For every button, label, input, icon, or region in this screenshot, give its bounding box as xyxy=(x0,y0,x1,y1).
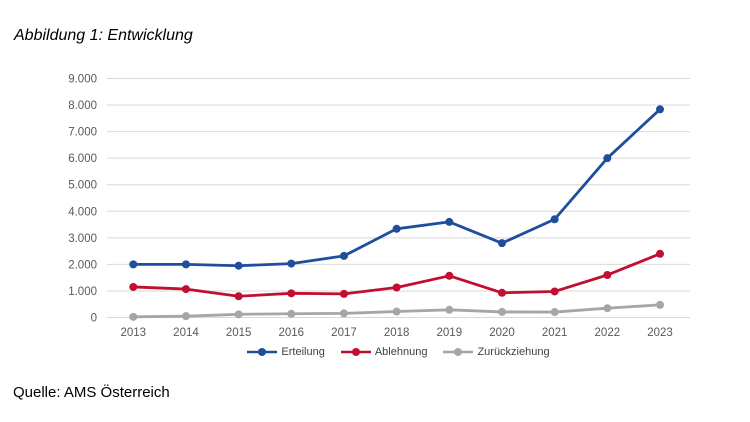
data-point xyxy=(339,251,348,260)
y-tick-label: 6.000 xyxy=(68,153,97,165)
y-tick-label: 5.000 xyxy=(68,180,97,192)
series-erteilung xyxy=(129,105,664,270)
data-point xyxy=(497,307,506,316)
x-tick-label: 2013 xyxy=(121,327,147,339)
series-zurückziehung xyxy=(129,300,664,321)
series-ablehnung xyxy=(129,249,664,301)
x-tick-label: 2017 xyxy=(331,327,357,339)
y-axis-labels: 0 1.000 2.000 3.000 4.000 5.000 6.000 7.000 8.00… xyxy=(68,74,97,325)
legend-marker-icon xyxy=(443,348,474,356)
x-tick-label: 2018 xyxy=(384,327,410,339)
data-point xyxy=(392,307,401,316)
data-point xyxy=(287,289,296,298)
legend-marker-icon xyxy=(247,348,278,356)
data-point xyxy=(339,289,348,298)
data-point xyxy=(129,282,138,291)
data-point xyxy=(181,312,190,321)
x-tick-label: 2015 xyxy=(226,327,252,339)
data-point xyxy=(497,288,506,297)
data-point xyxy=(497,239,506,248)
y-tick-label: 9.000 xyxy=(68,74,97,86)
x-tick-label: 2014 xyxy=(173,327,199,339)
data-point xyxy=(234,292,243,301)
figure-title: Abbildung 1: Entwicklung xyxy=(14,27,193,44)
data-point xyxy=(445,217,454,226)
data-point xyxy=(129,312,138,321)
x-tick-label: 2019 xyxy=(437,327,463,339)
data-point xyxy=(445,271,454,280)
legend-label: Ablehnung xyxy=(374,346,428,358)
data-point xyxy=(392,224,401,233)
x-tick-label: 2022 xyxy=(595,327,621,339)
data-point xyxy=(656,300,664,309)
x-tick-label: 2021 xyxy=(542,327,568,339)
y-tick-label: 2.000 xyxy=(68,259,97,271)
legend-item-zurückziehung: Zurückziehung xyxy=(443,346,550,358)
chart-legend: Erteilung Ablehnung Zurückziehung xyxy=(107,346,690,358)
x-axis-labels: 2013 2014 2015 2016 2017 2018 2019 2020 2021 2022… xyxy=(121,327,673,339)
legend-item-ablehnung: Ablehnung xyxy=(340,346,428,358)
y-tick-label: 7.000 xyxy=(68,127,97,139)
data-point xyxy=(603,271,612,280)
data-point xyxy=(234,310,243,319)
y-tick-label: 0 xyxy=(91,313,97,325)
data-point xyxy=(550,287,559,296)
series-line xyxy=(131,107,662,268)
data-point xyxy=(656,105,664,114)
data-point xyxy=(603,154,612,163)
gridlines xyxy=(107,78,690,318)
y-tick-label: 4.000 xyxy=(68,206,97,218)
data-point xyxy=(550,308,559,317)
source-note: Quelle: AMS Österreich xyxy=(13,384,170,401)
data-point xyxy=(181,285,190,294)
y-tick-label: 3.000 xyxy=(68,233,97,245)
data-point xyxy=(445,305,454,314)
data-point xyxy=(181,260,190,269)
data-point xyxy=(234,261,243,270)
data-point xyxy=(129,260,138,269)
data-point xyxy=(656,249,664,258)
y-tick-label: 8.000 xyxy=(68,100,97,112)
legend-label: Zurückziehung xyxy=(477,346,550,358)
x-tick-label: 2023 xyxy=(647,327,673,339)
data-point xyxy=(392,283,401,292)
y-tick-label: 1.000 xyxy=(68,286,97,298)
legend-marker-icon xyxy=(340,348,371,356)
legend-label: Erteilung xyxy=(281,346,325,358)
x-tick-label: 2020 xyxy=(489,327,515,339)
data-point xyxy=(287,259,296,268)
data-point xyxy=(339,309,348,318)
data-point xyxy=(603,304,612,313)
legend-item-erteilung: Erteilung xyxy=(247,346,325,358)
x-tick-label: 2016 xyxy=(279,327,305,339)
data-point xyxy=(550,215,559,224)
data-point xyxy=(287,309,296,318)
